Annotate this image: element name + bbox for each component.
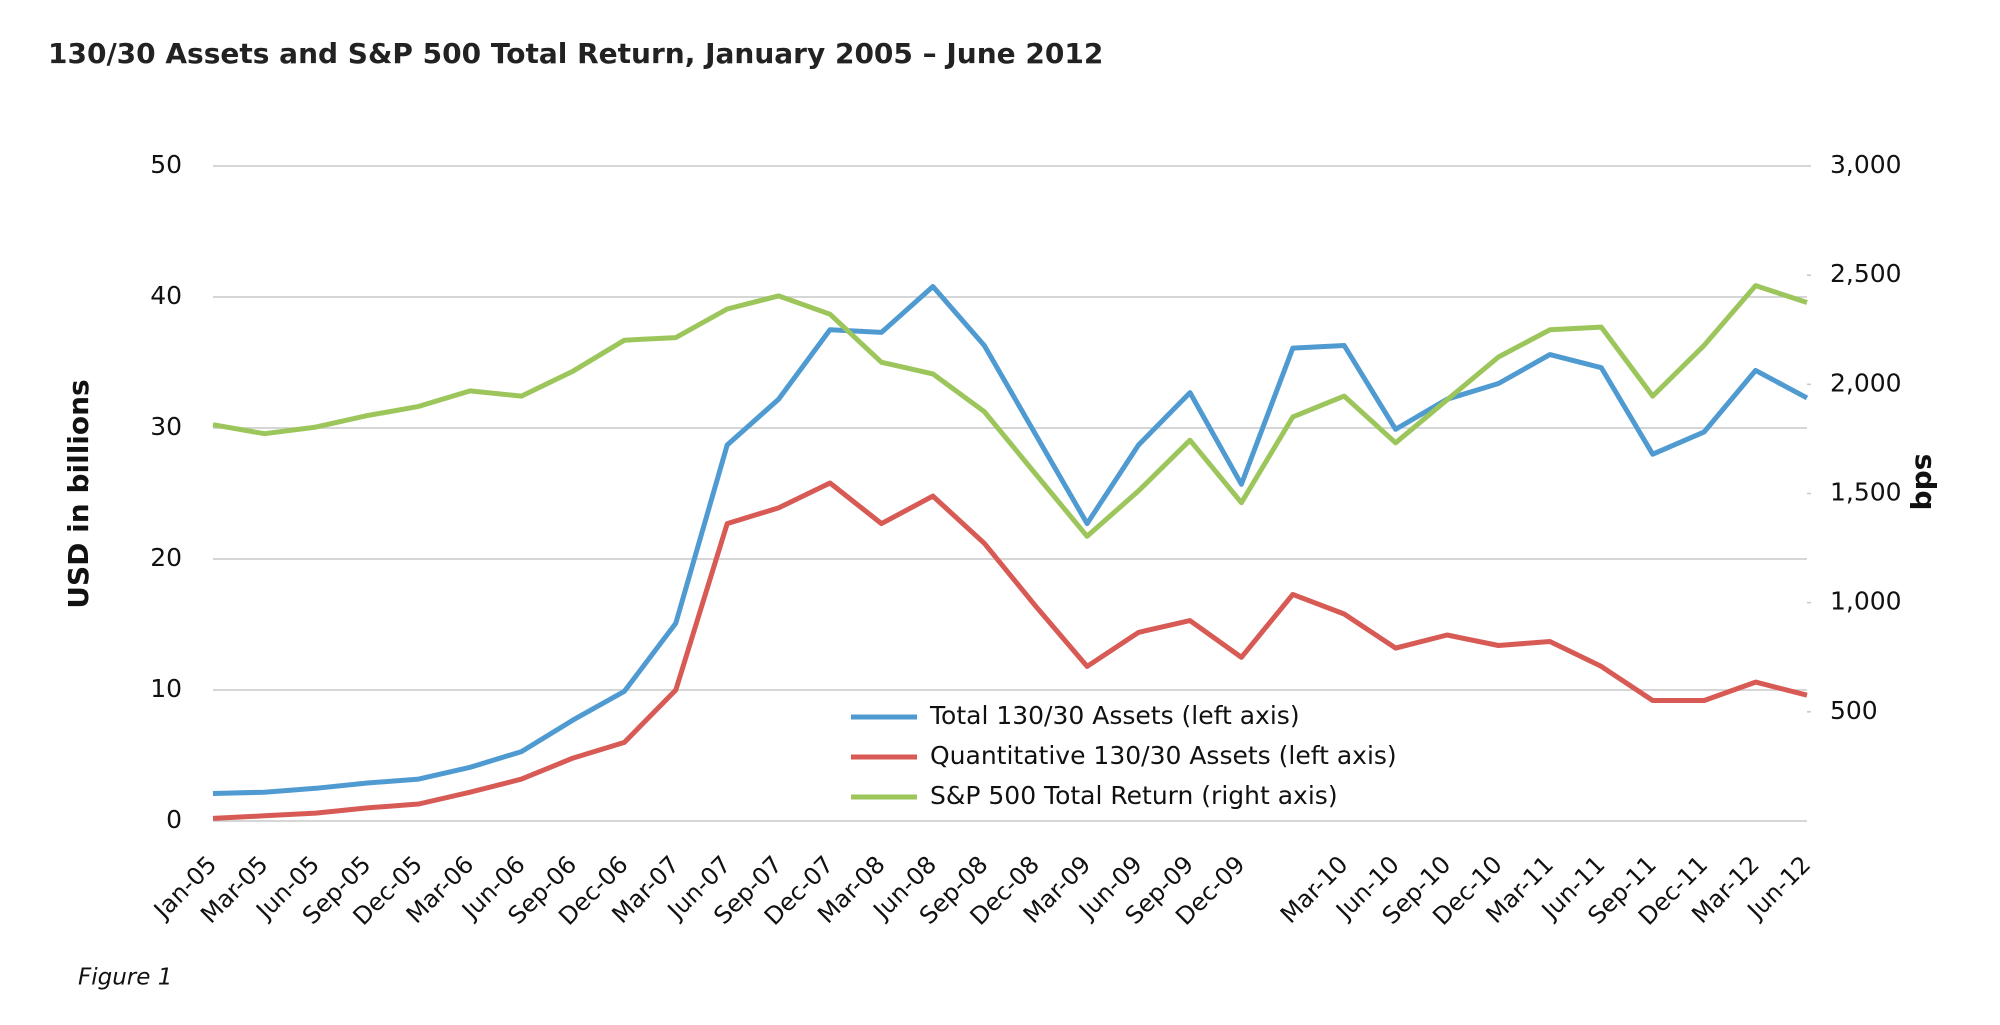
y2-tick-label: 1,500 bbox=[1830, 478, 1902, 507]
y2-axis-label: sdq bbox=[1909, 454, 1942, 511]
series-line bbox=[212, 283, 1808, 539]
legend-label: Total 130/30 Assets (left axis) bbox=[929, 701, 1300, 730]
y2-tick-label: 2,500 bbox=[1830, 259, 1902, 288]
y-tick-label: 50 bbox=[150, 150, 182, 179]
y-tick-label: 10 bbox=[150, 674, 182, 703]
y-axis-label: USD in billions bbox=[62, 379, 95, 608]
legend-label: S&P 500 Total Return (right axis) bbox=[930, 781, 1338, 810]
caption: Figure 1 bbox=[78, 965, 172, 991]
y-tick-label: 20 bbox=[150, 543, 182, 572]
legend-label: Quantitative 130/30 Assets (left axis) bbox=[930, 741, 1397, 770]
y2-tick-label: 1,000 bbox=[1830, 587, 1902, 616]
series-line bbox=[212, 480, 1808, 821]
y2-tick-label: 3,000 bbox=[1830, 150, 1902, 179]
chart-title: 130/30 Assets and S&P 500 Total Return, … bbox=[48, 37, 1103, 70]
y-tick-label: 30 bbox=[150, 412, 182, 441]
x-tick-label: Mar-10 bbox=[1275, 850, 1353, 928]
series-line bbox=[212, 284, 1809, 796]
y-tick-label: 0 bbox=[166, 805, 182, 834]
y-tick-label: 40 bbox=[150, 281, 182, 310]
y2-tick-label: 2,000 bbox=[1830, 368, 1902, 397]
y2-tick-label: 500 bbox=[1830, 696, 1878, 725]
